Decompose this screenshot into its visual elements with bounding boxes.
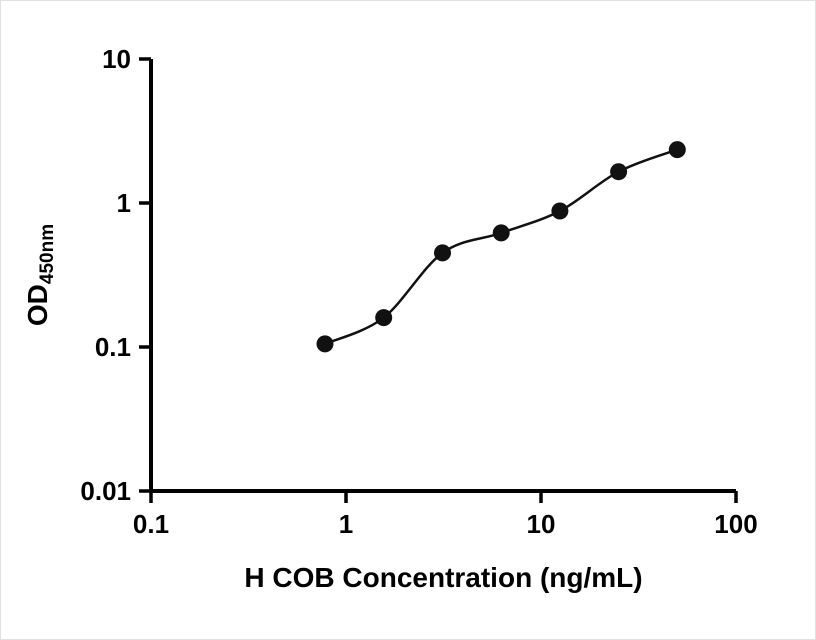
- x-tick-label: 0.1: [133, 509, 169, 539]
- x-axis-title: H COB Concentration (ng/mL): [244, 562, 642, 593]
- data-point: [492, 224, 510, 242]
- data-point: [610, 163, 628, 181]
- data-point: [551, 202, 569, 220]
- x-tick-label: 10: [527, 509, 556, 539]
- data-point: [375, 309, 393, 327]
- y-axis-title-main: OD: [22, 284, 53, 326]
- y-tick-label: 1: [117, 188, 131, 218]
- x-tick-label: 1: [339, 509, 353, 539]
- y-tick-label: 0.1: [95, 332, 131, 362]
- y-tick-label: 0.01: [80, 476, 131, 506]
- data-point: [668, 141, 686, 159]
- y-tick-label: 10: [102, 44, 131, 74]
- data-point: [434, 244, 451, 262]
- y-axis-title-subscript: 450nm: [37, 224, 58, 284]
- x-tick-label: 100: [714, 509, 757, 539]
- y-axis-title: OD450nm: [22, 224, 58, 326]
- data-point: [316, 335, 334, 353]
